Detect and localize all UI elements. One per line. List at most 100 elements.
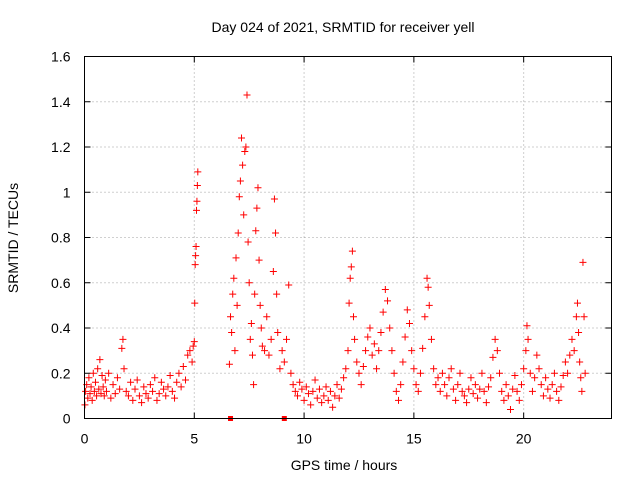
data-point: [542, 374, 550, 382]
data-point: [344, 347, 352, 355]
data-point: [555, 396, 563, 404]
data-point: [311, 376, 319, 384]
data-point: [239, 161, 247, 169]
data-point: [447, 365, 455, 373]
data-point: [95, 385, 103, 393]
data-point: [234, 229, 242, 237]
data-point: [113, 374, 121, 382]
data-point: [99, 383, 107, 391]
data-point: [388, 347, 396, 355]
data-point: [526, 369, 534, 377]
data-point: [227, 313, 235, 321]
data-point: [489, 353, 497, 361]
data-point: [425, 301, 433, 309]
data-point: [580, 313, 588, 321]
data-point: [242, 143, 250, 151]
data-point: [441, 381, 449, 389]
data-point: [572, 313, 580, 321]
data-point: [487, 374, 495, 382]
data-point: [548, 381, 556, 389]
data-point: [452, 396, 460, 404]
data-point: [568, 335, 576, 343]
data-point: [140, 383, 148, 391]
data-point: [432, 381, 440, 389]
data-point: [248, 351, 256, 359]
data-point: [390, 369, 398, 377]
data-point: [243, 91, 251, 99]
data-point: [355, 369, 363, 377]
data-point: [256, 301, 264, 309]
data-point: [357, 381, 365, 389]
data-point: [84, 394, 92, 402]
data-point: [460, 392, 468, 400]
data-point: [193, 181, 201, 189]
data-point: [570, 347, 578, 355]
data-point: [257, 324, 265, 332]
data-point: [416, 369, 424, 377]
data-point: [496, 369, 504, 377]
data-point: [265, 351, 273, 359]
chart-title: Day 024 of 2021, SRMTID for receiver yel…: [212, 19, 475, 35]
data-point: [581, 369, 589, 377]
data-point: [331, 392, 339, 400]
data-point: [348, 247, 356, 255]
data-point: [364, 333, 372, 341]
y-tick-label: 0.8: [51, 230, 71, 246]
data-point: [423, 274, 431, 282]
data-point: [270, 195, 278, 203]
data-point: [258, 342, 266, 350]
data-point: [309, 387, 317, 395]
tick-layer: [84, 56, 612, 419]
data-point: [278, 347, 286, 355]
y-tick-label: 1.6: [51, 49, 71, 65]
y-tick-label: 0.4: [51, 320, 71, 336]
data-point: [245, 279, 253, 287]
data-point: [443, 392, 451, 400]
data-point: [293, 392, 301, 400]
data-point: [307, 401, 315, 409]
data-point: [326, 387, 334, 395]
data-point: [375, 347, 383, 355]
data-point: [191, 299, 199, 307]
data-point: [149, 387, 157, 395]
data-point: [230, 274, 238, 282]
data-point: [384, 297, 392, 305]
data-point: [251, 290, 259, 298]
data-point: [179, 362, 187, 370]
data-point: [424, 283, 432, 291]
data-point: [304, 390, 312, 398]
data-point: [546, 394, 554, 402]
data-point: [177, 383, 185, 391]
data-point: [476, 385, 484, 393]
data-point: [186, 347, 194, 355]
data-point: [93, 392, 101, 400]
data-point: [523, 322, 531, 330]
y-axis-label: SRMTID / TECUs: [5, 183, 21, 293]
data-point: [291, 387, 299, 395]
data-point: [419, 344, 427, 352]
data-point: [559, 372, 567, 380]
x-axis-label: GPS time / hours: [291, 457, 398, 473]
data-point: [349, 313, 357, 321]
data-point: [573, 299, 581, 307]
data-point: [129, 396, 137, 404]
data-point: [111, 390, 119, 398]
data-point: [463, 399, 471, 407]
data-point: [287, 369, 295, 377]
data-point: [577, 374, 585, 382]
data-point: [566, 351, 574, 359]
data-point: [285, 281, 293, 289]
data-point: [246, 335, 254, 343]
data-point: [144, 394, 152, 402]
data-point: [515, 396, 523, 404]
data-point: [184, 351, 192, 359]
data-point: [471, 381, 479, 389]
data-point: [392, 387, 400, 395]
data-point: [283, 335, 291, 343]
data-point: [438, 369, 446, 377]
data-point: [188, 358, 196, 366]
data-point: [430, 365, 438, 373]
y-tick-label: 0.6: [51, 275, 71, 291]
x-tick-label: 0: [81, 431, 89, 447]
